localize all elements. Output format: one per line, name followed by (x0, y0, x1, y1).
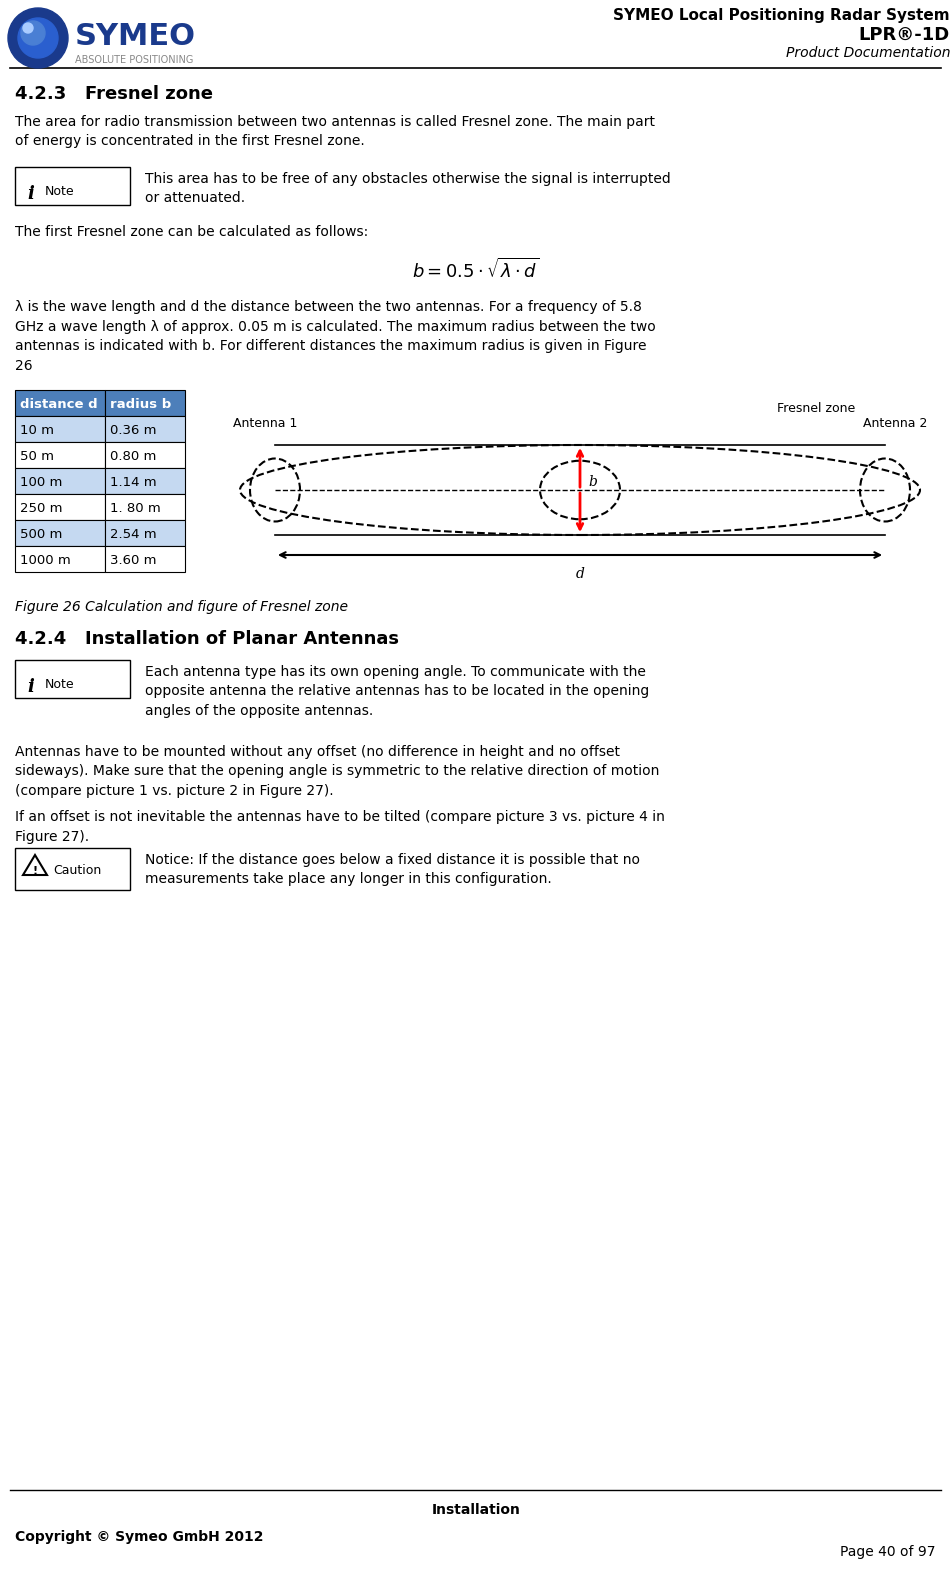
Text: Antenna 2: Antenna 2 (863, 417, 927, 430)
Bar (105, 390, 185, 416)
Text: 50 m: 50 m (20, 449, 54, 464)
Text: !: ! (32, 867, 37, 876)
Text: Figure 26 Calculation and figure of Fresnel zone: Figure 26 Calculation and figure of Fres… (15, 601, 348, 613)
FancyBboxPatch shape (15, 660, 130, 698)
Circle shape (8, 8, 68, 68)
Bar (15, 519, 105, 546)
Text: If an offset is not inevitable the antennas have to be tilted (compare picture 3: If an offset is not inevitable the anten… (15, 809, 665, 844)
Text: b: b (588, 475, 597, 489)
Text: Product Documentation: Product Documentation (786, 46, 950, 61)
Text: 100 m: 100 m (20, 476, 63, 489)
Text: Caution: Caution (53, 863, 101, 878)
Bar (15, 390, 105, 416)
Bar (15, 441, 105, 468)
Text: distance d: distance d (20, 398, 98, 411)
Text: Fresnel zone: Fresnel zone (777, 401, 855, 416)
Text: The first Fresnel zone can be calculated as follows:: The first Fresnel zone can be calculated… (15, 225, 368, 239)
Text: Note: Note (45, 679, 74, 691)
Text: Note: Note (45, 185, 74, 198)
Text: 2.54 m: 2.54 m (110, 527, 157, 542)
Text: 0.36 m: 0.36 m (110, 424, 157, 436)
Text: $b = 0.5 \cdot \sqrt{\lambda \cdot d}$: $b = 0.5 \cdot \sqrt{\lambda \cdot d}$ (413, 258, 539, 282)
Bar (15, 546, 105, 572)
Text: 4.2.4   Installation of Planar Antennas: 4.2.4 Installation of Planar Antennas (15, 629, 399, 648)
Text: 1.14 m: 1.14 m (110, 476, 157, 489)
Bar (105, 416, 185, 441)
Bar (105, 519, 185, 546)
Circle shape (23, 22, 33, 33)
Bar (105, 494, 185, 519)
Text: i: i (27, 185, 34, 202)
Circle shape (18, 18, 58, 57)
Text: SYMEO: SYMEO (75, 22, 196, 51)
Text: 250 m: 250 m (20, 502, 63, 515)
Bar (15, 494, 105, 519)
Text: LPR®-1D: LPR®-1D (859, 25, 950, 45)
Text: radius b: radius b (110, 398, 171, 411)
Bar (105, 468, 185, 494)
Text: ABSOLUTE POSITIONING: ABSOLUTE POSITIONING (75, 56, 193, 65)
Text: d: d (575, 567, 585, 581)
FancyBboxPatch shape (15, 167, 130, 205)
Text: 1000 m: 1000 m (20, 554, 70, 567)
Text: 4.2.3   Fresnel zone: 4.2.3 Fresnel zone (15, 84, 213, 104)
Text: Installation: Installation (432, 1504, 520, 1517)
Text: 1. 80 m: 1. 80 m (110, 502, 161, 515)
Text: Notice: If the distance goes below a fixed distance it is possible that no
measu: Notice: If the distance goes below a fix… (145, 852, 640, 886)
Circle shape (21, 21, 45, 45)
Bar (15, 416, 105, 441)
Text: i: i (27, 679, 34, 696)
Bar (105, 441, 185, 468)
Text: The area for radio transmission between two antennas is called Fresnel zone. The: The area for radio transmission between … (15, 115, 655, 148)
Text: 500 m: 500 m (20, 527, 63, 542)
Text: 0.80 m: 0.80 m (110, 449, 156, 464)
Text: Copyright © Symeo GmbH 2012: Copyright © Symeo GmbH 2012 (15, 1529, 263, 1544)
Text: λ is the wave length and d the distance between the two antennas. For a frequenc: λ is the wave length and d the distance … (15, 299, 656, 373)
Text: Antennas have to be mounted without any offset (no difference in height and no o: Antennas have to be mounted without any … (15, 746, 659, 798)
Bar (105, 546, 185, 572)
Text: This area has to be free of any obstacles otherwise the signal is interrupted
or: This area has to be free of any obstacle… (145, 172, 670, 205)
Text: Page 40 of 97: Page 40 of 97 (841, 1545, 936, 1560)
Text: 10 m: 10 m (20, 424, 54, 436)
Text: SYMEO Local Positioning Radar System: SYMEO Local Positioning Radar System (613, 8, 950, 22)
FancyBboxPatch shape (15, 847, 130, 890)
Text: 3.60 m: 3.60 m (110, 554, 157, 567)
Bar (15, 468, 105, 494)
Text: Antenna 1: Antenna 1 (233, 417, 297, 430)
Text: Each antenna type has its own opening angle. To communicate with the
opposite an: Each antenna type has its own opening an… (145, 664, 650, 718)
